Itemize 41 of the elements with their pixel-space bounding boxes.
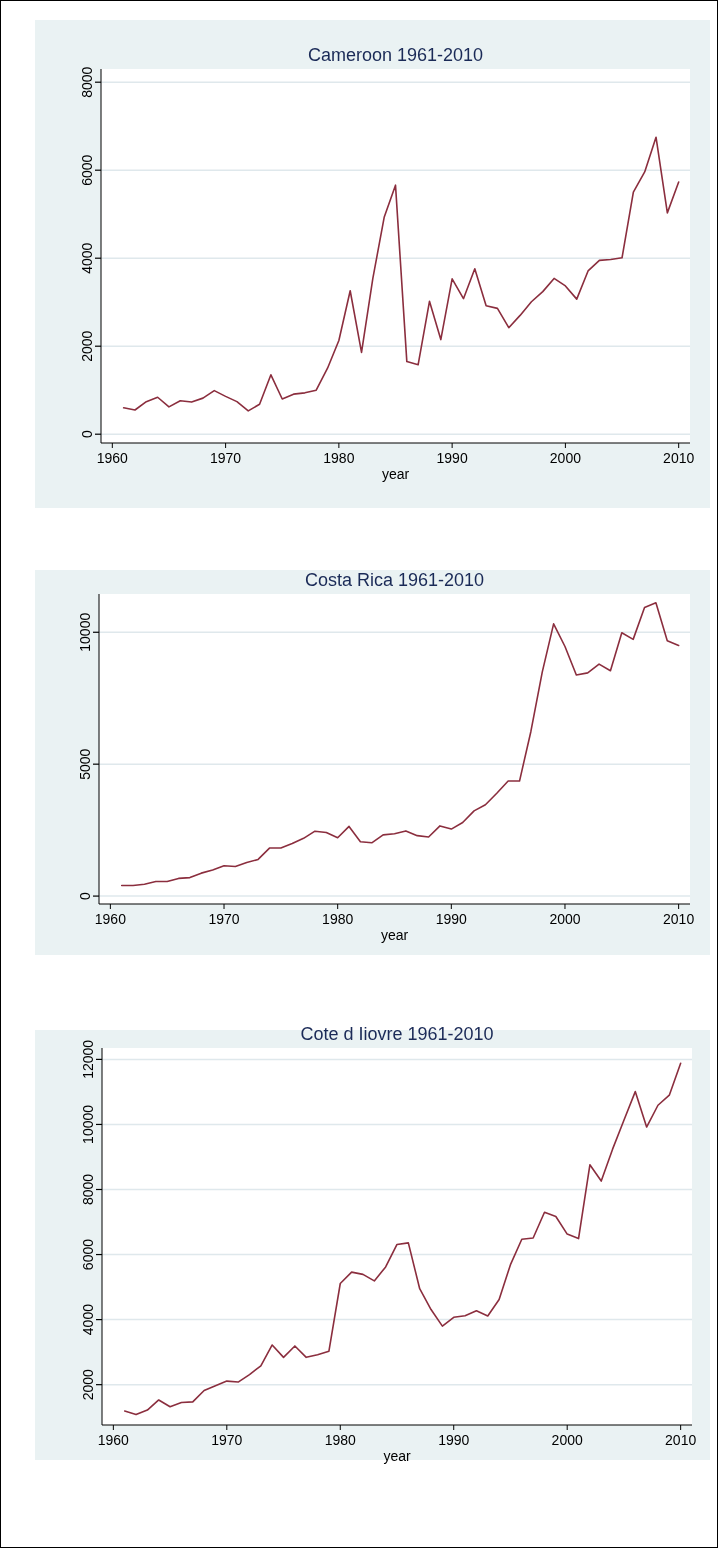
y-tick-label: 5000 — [77, 748, 93, 780]
x-tick-label: 1980 — [323, 450, 355, 466]
x-axis-title: year — [383, 1448, 411, 1464]
y-tick-label: 10000 — [80, 1104, 96, 1144]
x-tick-label: 1990 — [438, 1432, 470, 1448]
chart-title: Costa Rica 1961-2010 — [304, 570, 485, 590]
line-series — [120, 601, 680, 887]
chart-title: Cote d Iiovre 1961-2010 — [300, 1024, 494, 1044]
x-tick-label: 1960 — [97, 1432, 130, 1448]
y-tick-label: 2000 — [80, 1368, 96, 1401]
x-tick-label: 2000 — [549, 450, 582, 466]
line-series — [123, 1062, 682, 1416]
y-tick-label: 8000 — [79, 66, 95, 98]
x-tick-label: 1980 — [324, 1432, 357, 1448]
x-tick-label: 1970 — [211, 1432, 243, 1448]
y-tick-label: 4000 — [79, 242, 95, 274]
y-tick-label: 6000 — [79, 154, 95, 186]
x-tick-label: 1990 — [435, 911, 468, 927]
x-axis-title: year — [380, 927, 409, 943]
y-tick-label: 4000 — [80, 1303, 96, 1336]
x-tick-label: 2010 — [663, 911, 695, 927]
y-tick-label: 6000 — [80, 1238, 96, 1271]
x-tick-label: 2000 — [551, 1432, 583, 1448]
y-tick-label: 2000 — [79, 330, 95, 362]
y-tick-label: 0 — [77, 891, 93, 900]
x-tick-label: 1990 — [436, 450, 468, 466]
chart-title: Cameroon 1961-2010 — [307, 45, 484, 65]
x-tick-label: 1970 — [208, 911, 240, 927]
y-tick-label: 12000 — [80, 1039, 96, 1079]
x-tick-label: 1980 — [322, 911, 354, 927]
x-tick-label: 1960 — [94, 911, 127, 927]
x-tick-label: 2010 — [663, 450, 695, 466]
x-tick-label: 1960 — [96, 450, 129, 466]
x-tick-label: 2000 — [549, 911, 581, 927]
x-axis-title: year — [381, 466, 410, 482]
line-series — [122, 136, 680, 412]
x-tick-label: 2010 — [665, 1432, 697, 1448]
y-tick-label: 0 — [79, 430, 95, 439]
y-tick-label: 8000 — [80, 1173, 96, 1206]
x-tick-label: 1970 — [210, 450, 242, 466]
y-tick-label: 10000 — [77, 612, 93, 652]
